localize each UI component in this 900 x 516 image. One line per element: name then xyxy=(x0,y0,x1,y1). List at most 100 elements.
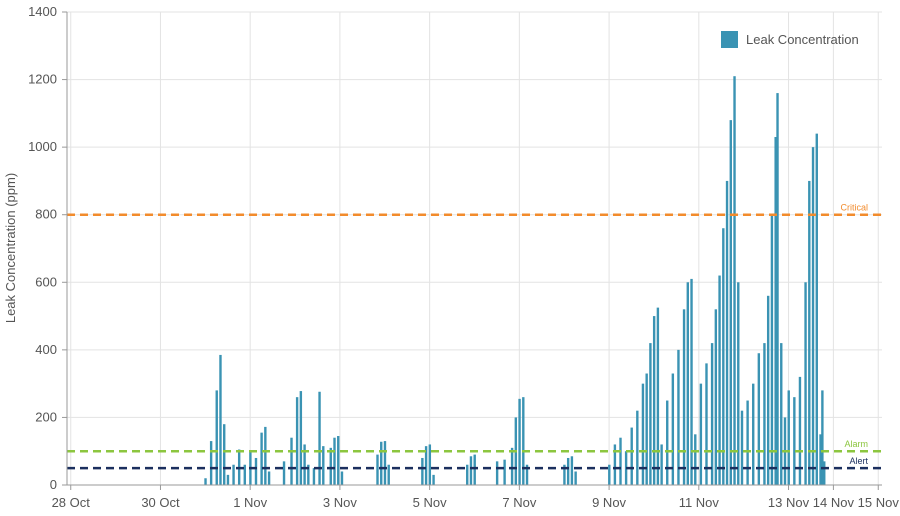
data-bar xyxy=(763,343,766,485)
data-bar xyxy=(243,464,246,485)
x-tick-label: 14 Nov xyxy=(813,495,855,510)
x-tick-label: 3 Nov xyxy=(323,495,357,510)
data-bar xyxy=(656,307,660,485)
data-bar xyxy=(705,363,708,485)
data-bar xyxy=(566,457,570,485)
x-tick-label: 5 Nov xyxy=(413,495,447,510)
data-bar xyxy=(636,410,639,485)
data-bar xyxy=(299,391,303,485)
threshold-lines: Critical Alarm Alert xyxy=(67,203,882,470)
data-bar xyxy=(718,275,721,485)
data-bar xyxy=(340,471,344,485)
data-bar xyxy=(722,228,725,485)
data-bar xyxy=(808,180,811,485)
data-bar xyxy=(811,147,815,485)
data-bar xyxy=(776,93,779,485)
data-bar xyxy=(290,437,293,485)
y-tick-label: 200 xyxy=(35,409,57,424)
y-tick-label: 1200 xyxy=(28,72,57,87)
data-bar xyxy=(740,410,744,485)
data-bar xyxy=(329,447,332,485)
data-bar xyxy=(770,214,774,485)
data-bar xyxy=(469,456,473,485)
x-tick-label: 7 Nov xyxy=(502,495,536,510)
data-bar xyxy=(798,376,802,485)
x-tick-label: 9 Nov xyxy=(592,495,626,510)
data-bar xyxy=(223,424,226,485)
data-bar xyxy=(714,309,718,485)
data-bar xyxy=(804,282,807,485)
threshold-label-critical: Critical xyxy=(840,203,868,213)
data-bar xyxy=(522,397,525,485)
data-bar xyxy=(766,295,770,485)
data-bar xyxy=(424,446,428,485)
y-tick-label: 600 xyxy=(35,274,57,289)
data-bar xyxy=(204,478,207,485)
data-bar xyxy=(254,457,258,485)
data-bar xyxy=(733,76,736,485)
data-bar xyxy=(525,464,529,485)
data-bar xyxy=(282,461,286,485)
data-bar xyxy=(787,390,790,485)
data-bar xyxy=(518,398,521,485)
data-bar xyxy=(619,437,622,485)
x-tick-label: 11 Nov xyxy=(679,495,720,510)
x-tick-label: 1 Nov xyxy=(233,495,267,510)
threshold-label-alarm: Alarm xyxy=(844,439,868,449)
data-bar xyxy=(746,400,749,485)
data-bar xyxy=(495,461,499,485)
legend[interactable]: Leak Concentration xyxy=(721,31,859,48)
data-bar xyxy=(677,349,680,485)
axes xyxy=(66,12,882,486)
data-bar xyxy=(383,441,387,485)
threshold-label-alert: Alert xyxy=(849,456,868,466)
data-bar xyxy=(682,309,686,485)
data-bar xyxy=(660,444,663,485)
data-bar xyxy=(312,468,316,485)
data-bar xyxy=(645,373,648,485)
x-tick-label: 13 Nov xyxy=(768,495,810,510)
y-tick-label: 1000 xyxy=(28,139,57,154)
data-bar xyxy=(337,436,340,485)
x-tick-label: 30 Oct xyxy=(141,495,180,510)
data-bar xyxy=(226,474,230,485)
legend-label: Leak Concentration xyxy=(746,32,859,47)
data-bar xyxy=(757,353,761,485)
data-bar xyxy=(819,434,822,485)
data-bar xyxy=(387,464,390,485)
leak-concentration-bars xyxy=(204,76,826,485)
x-tick-labels: 28 Oct 30 Oct 1 Nov 3 Nov 5 Nov 7 Nov 9 Nov 11 … xyxy=(52,485,899,510)
data-bar xyxy=(570,456,574,485)
y-tick-labels: 0 200 400 600 800 1000 1200 1400 xyxy=(28,4,67,492)
data-bar xyxy=(563,464,566,485)
y-tick-label: 0 xyxy=(50,477,57,492)
data-bar xyxy=(752,383,755,485)
data-bar xyxy=(780,343,783,485)
data-bar xyxy=(295,397,299,485)
legend-swatch xyxy=(721,31,738,48)
y-tick-label: 800 xyxy=(35,207,57,222)
data-bar xyxy=(725,180,729,485)
data-bar xyxy=(267,471,271,485)
data-bar xyxy=(666,400,669,485)
data-bar xyxy=(215,390,218,485)
data-bar xyxy=(380,441,383,485)
x-tick-label: 28 Oct xyxy=(52,495,91,510)
data-bar xyxy=(503,459,506,485)
y-axis-title: Leak Concentration (ppm) xyxy=(3,173,18,323)
data-bar xyxy=(303,444,306,485)
data-bar xyxy=(630,427,633,485)
data-bar xyxy=(209,441,213,485)
data-bar xyxy=(260,432,263,485)
y-tick-label: 400 xyxy=(35,342,57,357)
data-bar xyxy=(466,464,469,485)
data-bar xyxy=(710,343,714,485)
data-bar xyxy=(815,133,818,485)
data-bar xyxy=(694,434,697,485)
data-bar xyxy=(307,464,310,485)
data-bar xyxy=(737,282,740,485)
data-bar xyxy=(473,454,476,485)
data-bar xyxy=(322,446,325,485)
data-bar xyxy=(774,137,777,485)
